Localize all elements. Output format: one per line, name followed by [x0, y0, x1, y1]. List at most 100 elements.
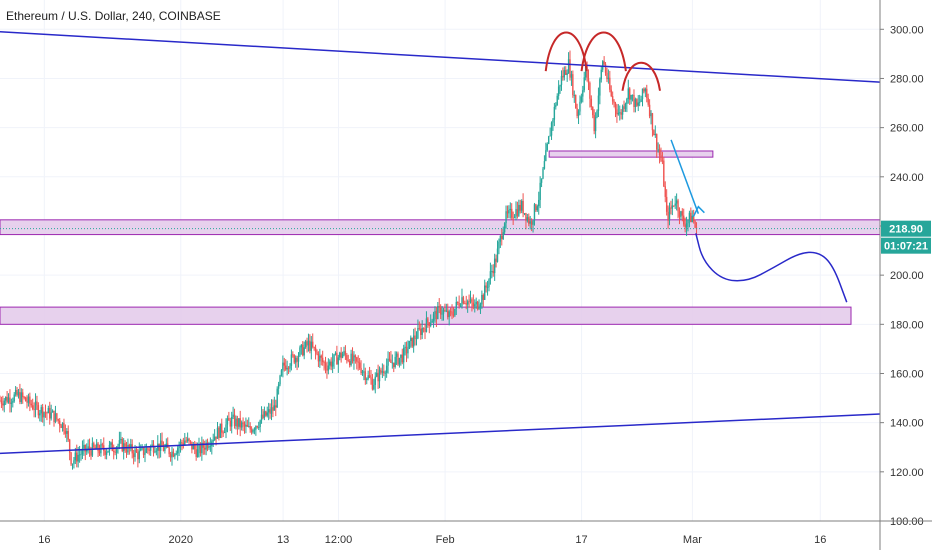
candle-body: [375, 372, 378, 377]
candle-body: [184, 440, 186, 445]
candle-body: [572, 74, 574, 96]
candle-body: [457, 301, 459, 303]
candle-body: [248, 426, 250, 427]
candle-body: [660, 154, 662, 161]
candle-body: [530, 221, 533, 225]
candle-body: [71, 463, 74, 465]
candle-body: [570, 74, 573, 78]
candle-body: [641, 88, 644, 100]
projection-curve: [695, 233, 848, 303]
candle-body: [302, 344, 304, 356]
candle-body: [431, 320, 433, 323]
candle-body: [41, 407, 44, 418]
candle-body: [346, 355, 348, 361]
candle-body: [629, 88, 631, 100]
candle-body: [320, 355, 322, 358]
candle-body: [154, 451, 156, 453]
candle-body: [418, 327, 421, 329]
x-tick-label: 16: [38, 534, 50, 546]
candle-body: [125, 450, 128, 453]
candle-body: [461, 297, 463, 307]
candle-body: [519, 204, 521, 211]
candle-body: [589, 82, 591, 99]
candle-body: [664, 186, 666, 197]
candle-body: [337, 357, 340, 365]
candle-body: [667, 211, 669, 221]
candle-body: [367, 375, 369, 379]
candle-body: [356, 357, 358, 362]
candle-body: [327, 365, 330, 371]
candle-body: [83, 444, 85, 449]
candle-body: [323, 362, 325, 364]
y-tick-label: 160.00: [890, 368, 924, 380]
candle-body: [178, 446, 180, 449]
candle-body: [616, 109, 618, 115]
candle-body: [215, 436, 217, 439]
candle-body: [111, 442, 113, 451]
candle-body: [138, 450, 141, 460]
candle-body: [688, 212, 691, 221]
candle-body: [502, 232, 504, 239]
candle-body: [53, 410, 55, 422]
candle-body: [627, 88, 629, 99]
y-tick-label: 180.00: [890, 319, 924, 331]
candle-body: [279, 375, 281, 385]
candle-body: [253, 429, 256, 431]
candle-body: [43, 412, 45, 418]
candle-body: [493, 258, 496, 274]
candle-body: [511, 208, 513, 218]
candle-body: [415, 338, 418, 340]
candle-body: [442, 310, 445, 314]
candle-body: [269, 409, 271, 414]
candle-body: [410, 337, 412, 342]
candle-body: [603, 61, 605, 65]
candle-body: [256, 426, 258, 428]
candle-body: [559, 84, 561, 87]
candle-body: [515, 209, 517, 217]
candle-body: [678, 211, 681, 217]
candle-body: [262, 414, 264, 418]
candle-body: [540, 178, 543, 183]
candle-body: [334, 352, 337, 355]
candle-body: [555, 105, 557, 107]
y-tick-label: 280.00: [890, 73, 924, 85]
candle-body: [638, 101, 641, 103]
candle-body: [313, 346, 315, 348]
candle-body: [354, 355, 357, 358]
candle-body: [216, 427, 219, 439]
candle-body: [152, 444, 155, 453]
candle-body: [280, 370, 283, 376]
candle-body: [437, 306, 439, 320]
countdown-label: 01:07:21: [884, 241, 928, 253]
candle-body: [162, 446, 165, 451]
candle-body: [398, 357, 401, 365]
candle-body: [121, 438, 123, 451]
candle-body: [202, 442, 204, 448]
candle-body: [663, 160, 665, 187]
candle-body: [179, 441, 182, 447]
candle-body: [188, 438, 190, 441]
candle-body: [61, 422, 64, 429]
candle-body: [656, 134, 658, 150]
candle-body: [617, 112, 620, 115]
candle-body: [171, 451, 173, 458]
candle-body: [16, 389, 18, 396]
candle-body: [19, 392, 21, 403]
candle-body: [87, 446, 89, 450]
candle-body: [236, 418, 239, 427]
candle-body: [223, 431, 226, 433]
candle-body: [643, 88, 645, 92]
breakdown-arrow-head: [692, 205, 705, 218]
candle-body: [299, 347, 301, 356]
candle-body: [120, 438, 122, 441]
candle-body: [17, 392, 20, 396]
candle-body: [81, 448, 84, 455]
candle-body: [421, 328, 423, 335]
candle-body: [393, 362, 395, 367]
candle-body: [401, 354, 403, 363]
candle-body: [93, 443, 95, 448]
candle-body: [402, 348, 405, 363]
candle-body: [110, 442, 112, 445]
